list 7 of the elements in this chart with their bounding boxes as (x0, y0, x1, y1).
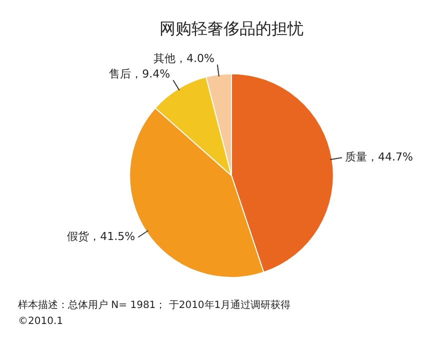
text: 样本描述：总体用户 N= 1981； 于2010年1月通过调研获得 (18, 299, 291, 311)
slice-label: 其他，4.0% (153, 52, 214, 65)
slice-label: 假货，41.5% (67, 230, 136, 244)
slice-label: 售后，9.4% (109, 67, 170, 80)
text: ©2010.1 (18, 316, 63, 327)
slice-label: 质量，44.7% (344, 150, 413, 164)
chart-title: 网购轻奢侈品的担忧 (160, 18, 304, 38)
